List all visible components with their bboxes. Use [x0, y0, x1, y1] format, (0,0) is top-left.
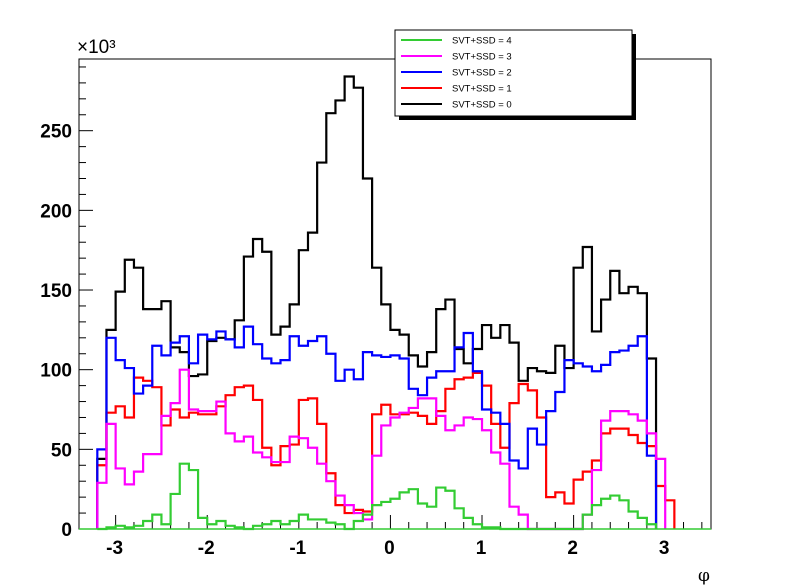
x-tick-label: -1	[289, 538, 306, 559]
y-tick-label: 50	[51, 440, 72, 461]
tick-labels: -3 -2 -1 0 1 2 3 0 50 100 150 200 250	[40, 122, 669, 559]
series-line-svt-ssd-2	[96, 325, 658, 529]
x-tick-label: -3	[106, 538, 123, 559]
legend-label: SVT+SSD = 1	[452, 84, 512, 95]
series-layer	[79, 75, 711, 531]
legend: SVT+SSD = 4 SVT+SSD = 3 SVT+SSD = 2 SVT+SSD…	[394, 29, 636, 120]
legend-label: SVT+SSD = 3	[452, 52, 512, 63]
legend-label: SVT+SSD = 2	[452, 68, 512, 79]
legend-label: SVT+SSD = 4	[452, 36, 512, 47]
x-tick-label: 2	[567, 538, 578, 559]
x-tick-label: 0	[384, 538, 395, 559]
x-tick-label: -2	[198, 538, 215, 559]
y-tick-label: 200	[40, 201, 72, 222]
y-multiplier-label: ×10³	[77, 37, 116, 58]
y-tick-label: 0	[61, 520, 72, 541]
x-axis-label: φ	[698, 566, 710, 586]
x-tick-label: 1	[476, 538, 487, 559]
y-tick-label: 150	[40, 281, 72, 302]
x-tick-label: 3	[659, 538, 670, 559]
y-tick-label: 250	[40, 122, 72, 143]
series-line-svt-ssd-1	[96, 371, 676, 529]
series-line-svt-ssd-0	[96, 75, 658, 529]
legend-label: SVT+SSD = 0	[452, 100, 512, 111]
series-line-svt-ssd-4	[97, 462, 658, 531]
y-tick-label: 100	[40, 361, 72, 382]
axis-ticks	[78, 66, 703, 530]
plot-frame	[78, 58, 712, 530]
